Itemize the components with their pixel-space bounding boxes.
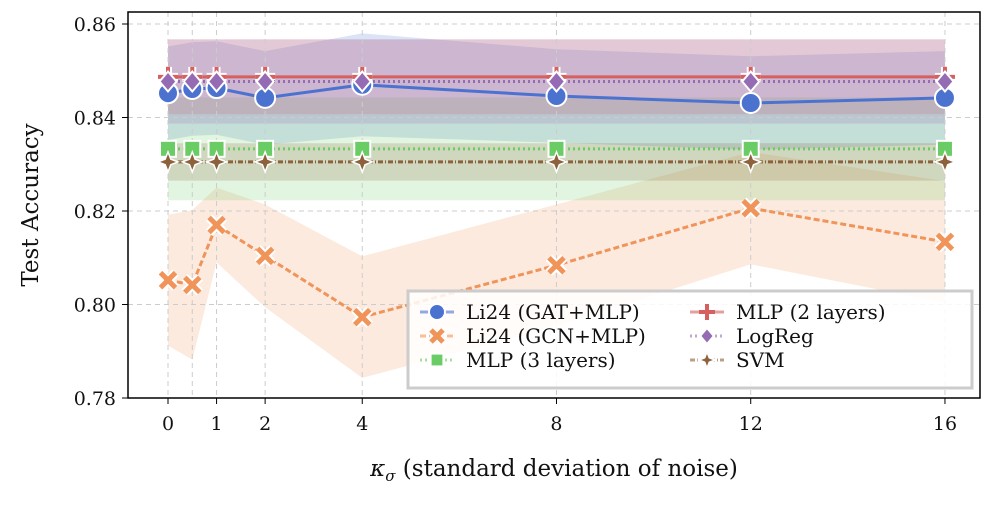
x-axis-label: κσ (standard deviation of noise): [369, 456, 738, 485]
marker-x: [429, 328, 445, 344]
marker-circle: [428, 303, 446, 321]
marker-diamond: [206, 69, 227, 94]
legend-item: MLP (2 layers): [690, 300, 886, 324]
series-5: [155, 149, 958, 174]
legend-item: LogReg: [690, 324, 814, 348]
x-tick-label: 1: [211, 413, 223, 435]
series-4: [158, 69, 955, 94]
legend-item: Li24 (GCN+MLP): [420, 324, 646, 348]
marker-diamond: [158, 69, 178, 94]
y-axis-label: Test Accuracy: [18, 123, 44, 286]
marker-star: [204, 149, 229, 174]
marker-star: [180, 149, 205, 174]
marker-plus: [699, 304, 715, 320]
marker-diamond: [255, 69, 275, 94]
legend-item: Li24 (GAT+MLP): [420, 300, 640, 324]
legend-label: Li24 (GCN+MLP): [466, 324, 646, 348]
legend-label: Li24 (GAT+MLP): [466, 300, 640, 324]
marker-x: [158, 270, 178, 290]
marker-star: [253, 149, 278, 174]
y-tick-label: 0.84: [74, 108, 116, 130]
y-tick-label: 0.80: [74, 295, 116, 317]
legend-label: MLP (3 layers): [466, 348, 616, 372]
marker-x: [183, 275, 202, 295]
legend: Li24 (GAT+MLP)Li24 (GCN+MLP)MLP (3 layer…: [406, 289, 974, 390]
marker-diamond: [698, 326, 716, 346]
marker-star: [738, 149, 763, 174]
marker-x: [935, 232, 955, 252]
legend-label: LogReg: [736, 324, 814, 348]
marker-x: [255, 246, 275, 266]
marker-diamond: [740, 69, 761, 94]
y-tick-label: 0.78: [74, 388, 116, 410]
y-tick-label: 0.86: [74, 14, 116, 36]
x-tick-label: 0: [162, 413, 174, 435]
y-tick-label: 0.82: [74, 201, 116, 223]
plot-frame: [127, 11, 981, 399]
series-1: [157, 197, 956, 328]
x-tick-label: 4: [356, 413, 368, 435]
marker-diamond: [935, 69, 955, 94]
marker-x: [207, 215, 226, 235]
series-line: [167, 206, 946, 319]
marker-star: [155, 149, 181, 174]
marker-diamond: [352, 69, 373, 94]
marker-star: [932, 149, 958, 174]
series-2: [159, 139, 954, 158]
marker-diamond: [546, 69, 567, 94]
marker-x: [352, 307, 372, 327]
legend-item: MLP (3 layers): [420, 348, 616, 372]
legend-box: [406, 289, 974, 390]
marker-star: [350, 149, 375, 174]
legend-label: MLP (2 layers): [736, 300, 886, 324]
x-tick-label: 2: [259, 413, 271, 435]
marker-star: [696, 349, 718, 371]
marker-circle: [739, 92, 762, 115]
x-tick-label: 16: [933, 413, 957, 435]
marker-square: [429, 352, 445, 368]
x-tick-label: 8: [550, 413, 562, 435]
x-tick-label: 12: [739, 413, 763, 435]
marker-diamond: [182, 69, 203, 94]
marker-x: [547, 255, 566, 275]
legend-label: SVM: [736, 348, 785, 372]
legend-item: SVM: [690, 348, 785, 372]
marker-star: [544, 149, 569, 174]
marker-x: [741, 198, 760, 218]
